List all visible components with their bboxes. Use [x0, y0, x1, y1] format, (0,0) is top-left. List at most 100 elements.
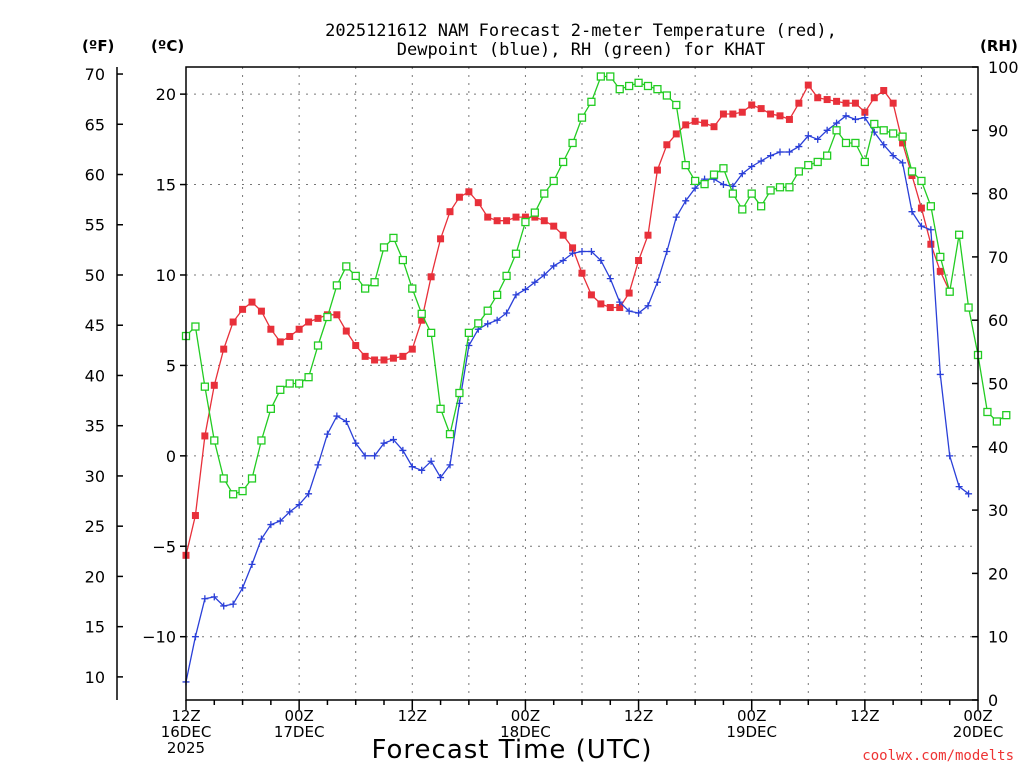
temperature-point [936, 267, 944, 275]
temperature-point [455, 193, 463, 201]
rh-point [992, 417, 1002, 426]
dewpoint-point [776, 148, 784, 156]
rh-tick-label: 10 [988, 628, 1008, 647]
dewpoint-point [625, 307, 633, 315]
dewpoint-point [239, 584, 247, 592]
dewpoint-point [295, 501, 303, 509]
dewpoint-point [342, 417, 350, 425]
rh-tick-label: 30 [988, 501, 1008, 520]
dewpoint-point [804, 132, 812, 140]
time-tick-label: 17DEC [274, 723, 325, 741]
rh-point [653, 85, 662, 94]
plot-frame [185, 66, 979, 701]
rh-point [200, 382, 210, 391]
time-tick-label: 00Z [963, 707, 992, 725]
rh-point [785, 183, 794, 192]
rh-point [936, 252, 945, 262]
temperature-point [795, 99, 803, 107]
dewpoint-point [314, 461, 322, 469]
temperature-point [927, 240, 935, 248]
rh-point [860, 157, 870, 167]
dewpoint-point [587, 247, 595, 255]
title: 2025121612 NAM Forecast 2-meter Temperat… [325, 21, 837, 60]
fahrenheit-tick-label: 15 [85, 618, 105, 637]
dewpoint-point [738, 170, 746, 178]
fahrenheit-tick-label: 60 [85, 166, 105, 185]
rh-point [332, 281, 342, 290]
fahrenheit-tick-label: 35 [85, 417, 105, 436]
dewpoint-point [946, 452, 954, 460]
fahrenheit-tick-label: 20 [85, 567, 105, 586]
rh-point [766, 186, 775, 195]
celsius-tick-label: 10 [156, 266, 176, 285]
rh-point [832, 126, 841, 135]
rh-point [643, 81, 653, 91]
rh-point [700, 179, 709, 189]
rh-point [276, 385, 285, 394]
fahrenheit-unit-label: (ºF) [82, 37, 114, 55]
rh-point [549, 176, 558, 186]
temperature-point [314, 314, 322, 322]
rh-point [672, 100, 681, 110]
temperature-point [616, 304, 624, 312]
rh-point [342, 262, 351, 271]
dewpoint-point [503, 309, 511, 317]
rh-point [690, 176, 700, 186]
time-tick-label: 00Z [284, 707, 313, 725]
time-tick-label: 00Z [511, 707, 540, 725]
rh-point [228, 490, 238, 499]
temperature-point [710, 123, 718, 131]
rh-point [577, 113, 587, 122]
rh-point [568, 138, 577, 148]
dewpoint-point [578, 247, 586, 255]
celsius-tick-label: 20 [156, 85, 176, 104]
dewpoint-point [955, 483, 963, 491]
rh-point [285, 379, 294, 388]
temperature-point [257, 307, 265, 315]
temperature-point [559, 231, 567, 239]
dewpoint-point [889, 152, 897, 160]
time-tick-label: 12Z [171, 707, 200, 725]
rh-point [794, 167, 804, 176]
celsius-axis: −10 −5 0 5 10 15 20 [142, 85, 186, 647]
rh-point [681, 160, 690, 170]
rh-tick-label: 70 [988, 248, 1008, 267]
dewpoint-point [851, 115, 859, 123]
temperature-point [276, 338, 284, 346]
temperature-point [427, 273, 435, 281]
fahrenheit-tick-label: 30 [85, 467, 105, 486]
temperature-point [229, 318, 237, 326]
dewpoint-point [719, 181, 727, 189]
rh-point [360, 284, 370, 293]
rh-point [210, 436, 219, 445]
temperature-point [540, 217, 548, 225]
rh-point [719, 164, 728, 173]
fahrenheit-tick-label: 45 [85, 316, 105, 335]
temperature-point [870, 94, 878, 102]
temperature-point [917, 204, 925, 212]
temperature-point [286, 332, 294, 340]
rh-point [436, 404, 445, 413]
dewpoint-point [785, 148, 793, 156]
celsius-tick-label: 0 [166, 447, 176, 466]
rh-point [596, 72, 606, 81]
time-tick-label: 19DEC [726, 723, 777, 741]
rh-point [521, 217, 530, 227]
dewpoint-point [833, 119, 841, 127]
rh-point [323, 312, 332, 322]
rh-point [417, 309, 426, 319]
gridlines [186, 67, 978, 700]
dewpoint-point [323, 430, 331, 438]
temperature-point [210, 381, 218, 389]
dewpoint-point [644, 302, 652, 310]
dewpoint-series [182, 112, 973, 686]
dewpoint-point [559, 257, 567, 265]
rh-point [756, 202, 766, 211]
temperature-point [889, 99, 897, 107]
temperature-point [672, 130, 680, 138]
data-series [181, 72, 1011, 686]
dewpoint-point [248, 560, 256, 568]
rh-point [398, 255, 408, 265]
dewpoint-point [682, 197, 690, 205]
